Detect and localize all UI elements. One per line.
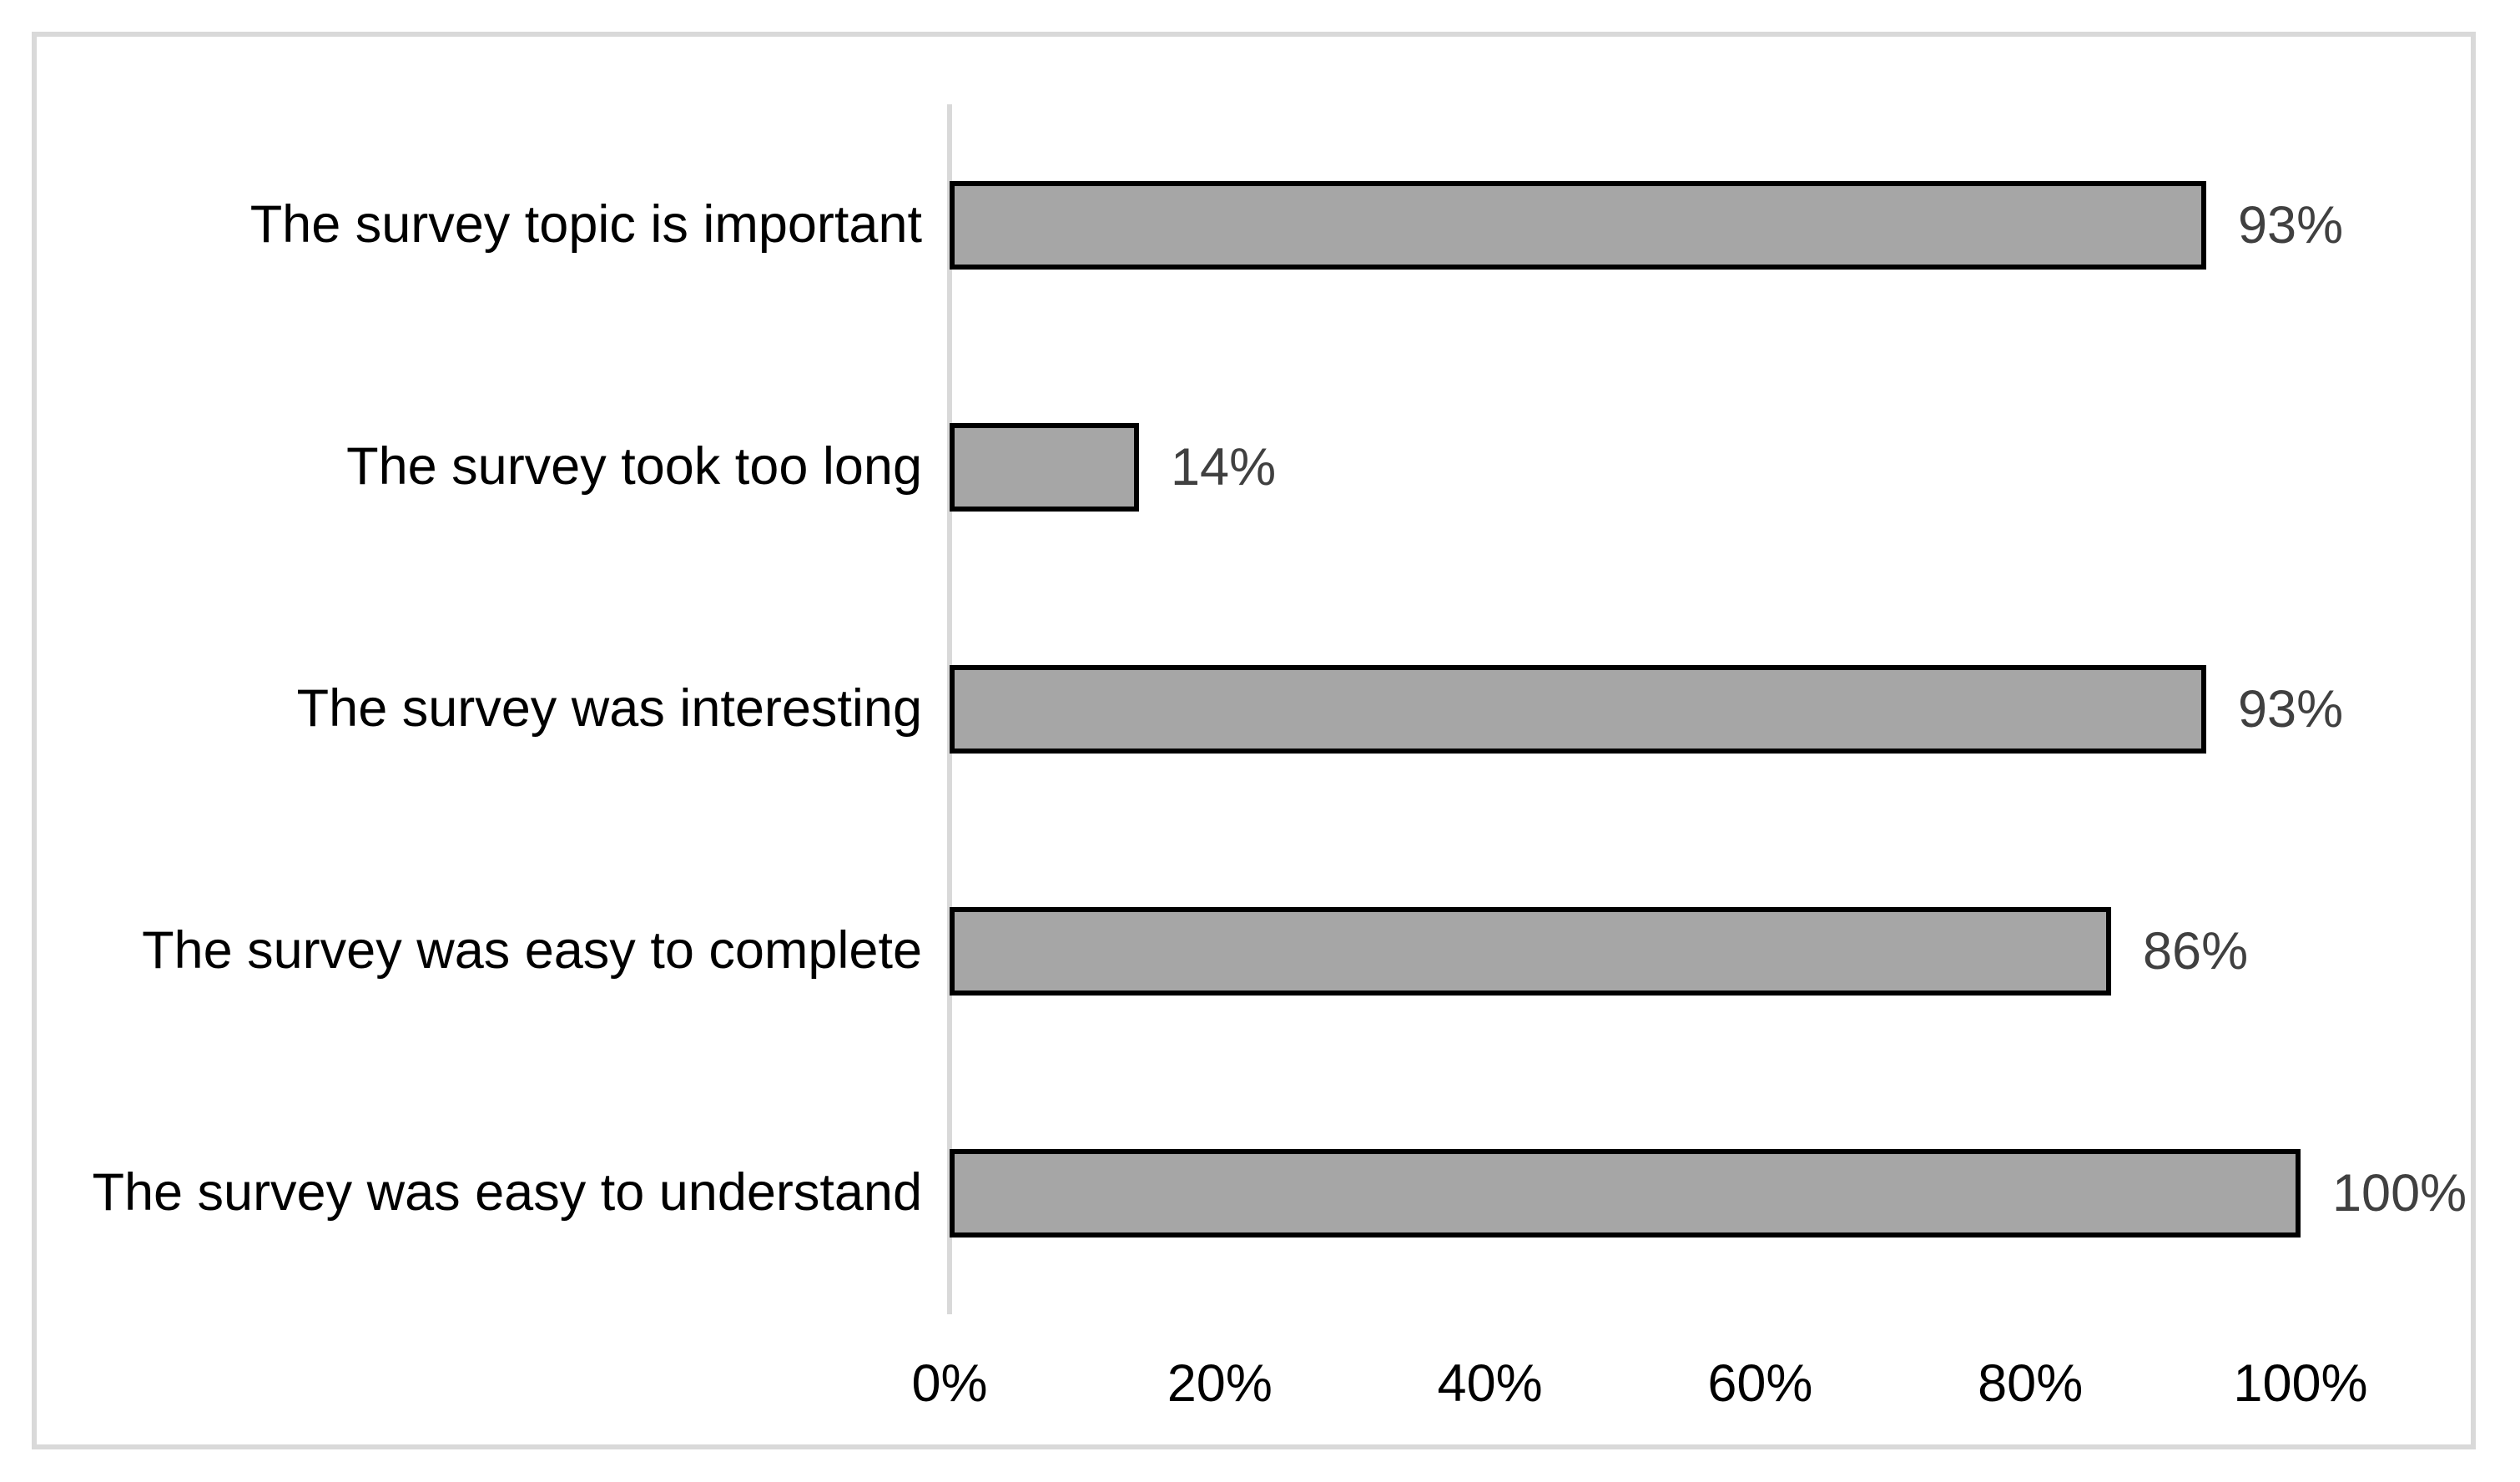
value-label: 93% [2238,680,2344,738]
value-label: 86% [2143,922,2249,980]
value-label: 100% [2332,1164,2467,1222]
category-label: The survey was easy to understand [92,1163,922,1222]
chart-row: The survey was easy to complete 86% [0,830,2520,1072]
bar [950,1149,2301,1238]
bar [950,181,2206,270]
x-axis-tick-label: 0% [911,1354,988,1413]
category-label: The survey topic is important [249,195,922,255]
chart-row: The survey was interesting 93% [0,588,2520,830]
x-axis-tick-label: 80% [1978,1354,2084,1413]
x-axis-tick-label: 20% [1167,1354,1273,1413]
bar [950,665,2206,754]
value-label: 14% [1171,438,1277,497]
bar [950,907,2111,996]
category-label: The survey took too long [346,437,922,497]
x-axis-tick-label: 40% [1437,1354,1543,1413]
chart-row: The survey was easy to understand 100% [0,1072,2520,1314]
category-label: The survey was interesting [296,679,922,738]
x-axis-tick-label: 100% [2233,1354,2368,1413]
category-label: The survey was easy to complete [142,921,922,980]
x-axis-tick-label: 60% [1707,1354,1813,1413]
value-label: 93% [2238,196,2344,255]
chart-row: The survey took too long 14% [0,346,2520,588]
chart-row: The survey topic is important 93% [0,104,2520,346]
bar [950,423,1139,512]
